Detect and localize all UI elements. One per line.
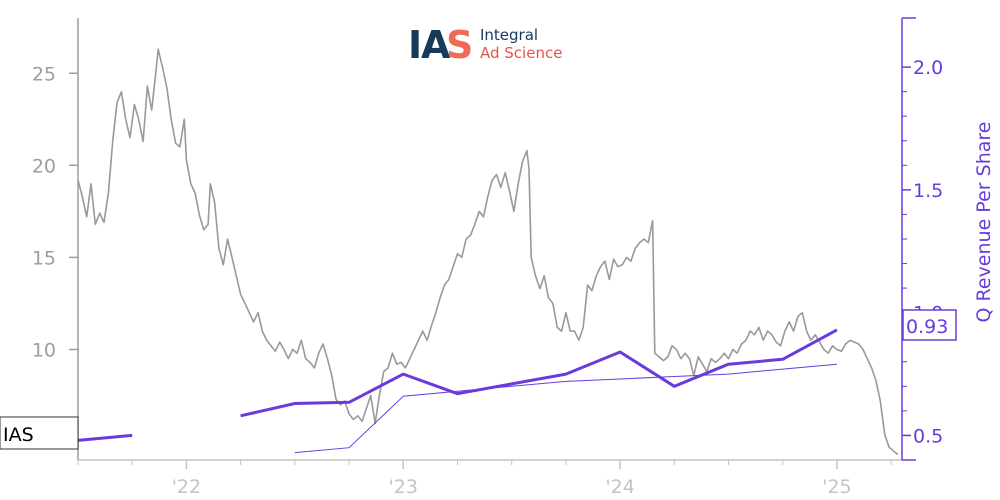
revenue-line-segment: [240, 328, 838, 418]
logo-mark-i: I: [408, 23, 422, 67]
right-tick-label: 2.0: [913, 57, 943, 79]
right-axis-title: Q Revenue Per Share: [973, 122, 995, 323]
ticker-label: IAS: [3, 424, 34, 446]
ticker-flag: IAS: [0, 416, 79, 450]
revenue-line-segment: [77, 433, 133, 442]
left-tick-label: 15: [32, 247, 56, 269]
last-value-flag: 0.93: [902, 309, 957, 341]
left-tick-label: 20: [32, 155, 56, 177]
left-axis-ticks: 10 15 20 25: [32, 63, 78, 362]
x-axis-ticks: '22 '23 '24 '25: [77, 460, 892, 498]
right-axis-ticks: 0.51.01.52.0: [902, 17, 943, 461]
last-value-label: 0.93: [906, 316, 948, 338]
right-tick-label: 1.5: [913, 180, 943, 202]
x-tick-label: '24: [605, 476, 634, 498]
left-tick-label: 10: [32, 340, 56, 362]
x-tick-label: '25: [822, 476, 851, 498]
x-tick-label: '22: [172, 476, 201, 498]
left-tick-label: 25: [32, 63, 56, 85]
last-value-box: [902, 309, 957, 341]
right-tick-label: 0.5: [913, 425, 943, 447]
series-layer: [77, 48, 899, 456]
logo-mark-s: S: [446, 23, 473, 67]
ticker-flag-box: [0, 416, 79, 450]
company-logo: I A S Integral Ad Science: [408, 23, 562, 67]
x-tick-label: '23: [389, 476, 418, 498]
revenue-trend-line: [294, 363, 837, 454]
logo-name-line1: Integral: [480, 26, 538, 44]
logo-name-line2: Ad Science: [480, 44, 562, 62]
price-line: [77, 48, 899, 456]
logo-mark-a: A: [421, 23, 451, 67]
